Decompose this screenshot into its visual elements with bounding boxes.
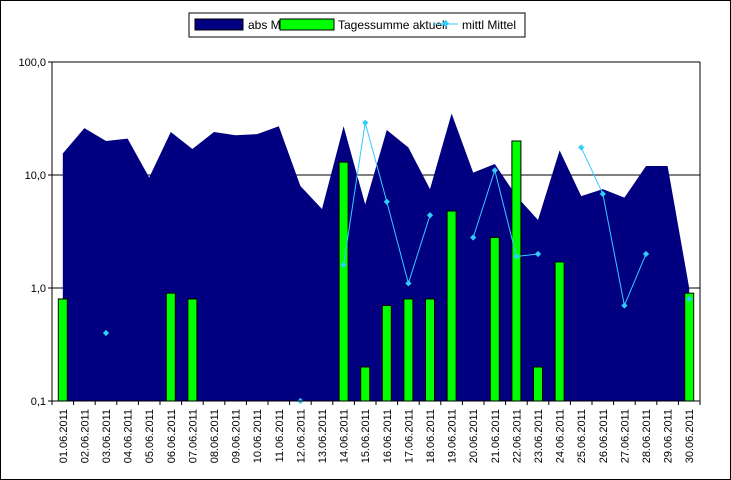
- x-tick-label-30: 30.06.2011: [684, 409, 696, 463]
- x-tick-label-29: 29.06.2011: [663, 409, 675, 463]
- mittel-marker-14: [340, 261, 347, 269]
- x-tick-label-10: 10.06.2011: [252, 409, 264, 463]
- legend-label-mittl-mittel: mittl Mittel: [462, 18, 516, 32]
- x-axis-ticks: 01.06.2011 02.06.2011 03.06.2011 04.06.2011…: [51, 401, 701, 463]
- x-tick-label-2: 02.06.2011: [79, 409, 91, 463]
- tagessumme-bar-1: [57, 298, 68, 402]
- tagessumme-bar-22: [511, 140, 522, 402]
- y-tick-label-1: 1,0: [31, 283, 46, 295]
- tagessumme-bar-15: [360, 366, 371, 402]
- x-tick-label-14: 14.06.2011: [339, 409, 351, 463]
- x-tick-label-8: 08.06.2011: [209, 409, 221, 463]
- x-tick-label-3: 03.06.2011: [101, 409, 113, 463]
- legend-label-tagessumme: Tagessumme aktuell: [338, 18, 447, 32]
- x-tick-label-28: 28.06.2011: [641, 409, 653, 463]
- x-tick-label-9: 09.06.2011: [231, 409, 243, 463]
- legend-box: [188, 12, 526, 38]
- x-tick-label-7: 07.06.2011: [187, 409, 199, 463]
- tagessumme-bar-6: [165, 292, 176, 402]
- tagessumme-bar-18: [425, 298, 435, 402]
- tagessumme-bar-21: [489, 236, 500, 402]
- x-tick-label-6: 06.06.2011: [166, 409, 178, 463]
- x-tick-label-5: 05.06.2011: [144, 409, 156, 463]
- mittel-marker-27: [621, 302, 628, 309]
- mittel-line-segment-1: [472, 168, 539, 258]
- x-tick-label-21: 21.06.2011: [490, 409, 502, 463]
- x-tick-label-11: 11.06.2011: [274, 409, 286, 462]
- x-tick-label-27: 27.06.2011: [619, 409, 631, 463]
- x-tick-label-16: 16.06.2011: [382, 409, 394, 463]
- y-tick-label-0: 0,1: [31, 396, 46, 408]
- tagessumme-bar-7: [187, 298, 198, 402]
- y-axis-ticks: 0,1 1,0 10,0 100,0: [18, 57, 52, 408]
- x-tick-label-18: 18.06.2011: [425, 409, 437, 463]
- x-tick-label-20: 20.06.2011: [468, 409, 480, 463]
- tagessumme-bar-16: [381, 305, 392, 402]
- x-tick-label-24: 24.06.2011: [555, 409, 567, 463]
- x-tick-label-13: 13.06.2011: [317, 409, 329, 463]
- mittel-line-segment-2: [580, 147, 647, 308]
- tagessumme-bar-30: [684, 292, 695, 402]
- x-tick-label-17: 17.06.2011: [403, 409, 415, 463]
- abs-max-area-layer: [62, 113, 690, 401]
- mittel-marker-17: [405, 280, 412, 287]
- legend-marker-mittl-mittel: [441, 19, 450, 28]
- tagessumme-bar-17: [403, 298, 414, 402]
- x-tick-label-23: 23.06.2011: [533, 409, 545, 463]
- x-tick-label-22: 22.06.2011: [511, 409, 523, 463]
- legend: abs Max Tagessumme aktuell mittl Mittel: [188, 12, 526, 38]
- x-tick-label-15: 15.06.2011: [360, 409, 372, 463]
- x-tick-label-26: 26.06.2011: [598, 409, 610, 463]
- tagessumme-bar-24: [554, 261, 565, 402]
- tagessumme-bar-19: [446, 210, 457, 402]
- tagessumme-bar-23: [533, 366, 543, 402]
- x-tick-label-19: 19.06.2011: [447, 409, 459, 463]
- bar-layer: [57, 140, 695, 402]
- legend-swatch-abs-max: [194, 18, 244, 31]
- mittel-marker-28: [642, 250, 650, 258]
- mittel-marker-21: [491, 167, 498, 174]
- x-tick-label-12: 12.06.2011: [295, 409, 307, 463]
- abs-max-area: [62, 113, 690, 401]
- y-tick-label-2: 10,0: [25, 170, 46, 182]
- x-tick-label-25: 25.06.2011: [576, 409, 588, 463]
- y-tick-label-3: 100,0: [18, 57, 46, 69]
- mittel-marker-23: [534, 250, 542, 258]
- x-tick-label-4: 04.06.2011: [123, 409, 135, 463]
- legend-swatch-tagessumme: [279, 18, 335, 31]
- x-tick-label-1: 01.06.2011: [58, 409, 70, 463]
- tagessumme-bar-14: [338, 161, 349, 402]
